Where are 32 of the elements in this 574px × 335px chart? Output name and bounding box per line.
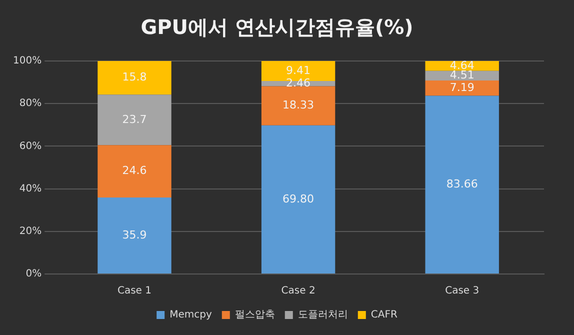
x-tick-label: Case 1 bbox=[117, 286, 152, 297]
bar bbox=[425, 70, 499, 80]
bar bbox=[98, 145, 172, 198]
bar bbox=[425, 80, 499, 96]
legend-label: 도플러처리 bbox=[298, 310, 348, 321]
bar bbox=[425, 96, 499, 274]
bar bbox=[261, 86, 336, 126]
bar bbox=[98, 94, 172, 146]
legend-label: CAFR bbox=[370, 310, 398, 321]
y-tick-label: 60% bbox=[19, 140, 42, 152]
y-tick-label: 20% bbox=[19, 226, 42, 237]
x-tick-label: Case 2 bbox=[281, 286, 316, 297]
text: 23.7 bbox=[122, 112, 147, 126]
legend-label: 펄스압축 bbox=[234, 310, 275, 321]
bar bbox=[98, 198, 172, 274]
text: 69.80 bbox=[282, 192, 314, 206]
text: 9.41 bbox=[286, 64, 311, 77]
text: 18.33 bbox=[282, 98, 314, 112]
x-tick-label: Case 3 bbox=[445, 286, 480, 297]
bar bbox=[261, 125, 336, 274]
text: 7.19 bbox=[450, 81, 474, 94]
text: 15.8 bbox=[122, 70, 147, 84]
text: 35.9 bbox=[122, 228, 147, 242]
y-tick-label: 40% bbox=[19, 183, 42, 194]
text: 83.66 bbox=[446, 178, 478, 191]
text: 24.6 bbox=[122, 164, 147, 178]
y-tick-label: 100% bbox=[12, 56, 42, 67]
y-tick-label: 0% bbox=[26, 268, 42, 280]
y-tick-label: 80% bbox=[19, 98, 42, 110]
chart-title: GPU에서 연산시간점유율(%) bbox=[140, 15, 414, 40]
bar bbox=[98, 61, 172, 95]
legend-label: Memcpy bbox=[170, 310, 212, 321]
